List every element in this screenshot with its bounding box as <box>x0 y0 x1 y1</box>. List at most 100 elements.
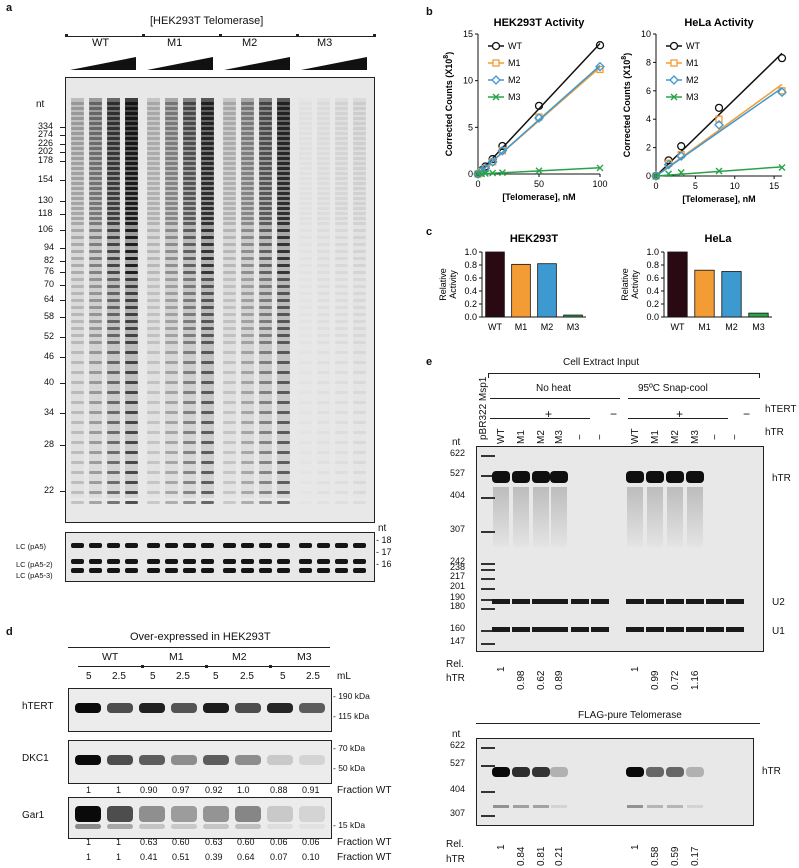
blot-band-minor <box>235 824 261 829</box>
gel-band <box>165 107 178 110</box>
fraction-value: 0.91 <box>302 785 320 795</box>
gel-band <box>317 401 330 404</box>
blot-band <box>171 703 197 713</box>
gel-band <box>241 361 254 364</box>
x-tick-label: 0 <box>653 181 658 191</box>
gel-band <box>165 212 178 215</box>
gel-band <box>201 361 214 364</box>
gel-band <box>183 217 196 220</box>
blot-band <box>267 755 293 765</box>
panel-e-top-bracket <box>488 373 760 374</box>
y-tick-label: 4 <box>646 114 651 124</box>
gel-lane <box>665 447 685 651</box>
gel-band <box>277 257 290 260</box>
gel-band <box>353 341 366 344</box>
gel-band <box>125 162 138 165</box>
gel-band <box>201 292 214 295</box>
gel-band <box>277 421 290 424</box>
gel-band <box>147 202 160 205</box>
lane-label: − <box>710 434 721 440</box>
gel-band <box>183 285 196 288</box>
gel-band <box>89 371 102 374</box>
hTR-band <box>550 767 568 777</box>
gel-band <box>107 264 120 267</box>
gel-band <box>201 306 214 309</box>
gel-band <box>147 501 160 504</box>
lc-band <box>165 559 178 564</box>
lc-band <box>89 559 102 564</box>
e-size-marker: 217 <box>450 571 466 581</box>
gel-band <box>71 471 84 474</box>
gel-band <box>71 264 84 267</box>
point-wt <box>498 141 507 151</box>
gel-band <box>317 127 330 130</box>
lc-band <box>89 543 102 548</box>
fraction-wt-label: Fraction WT <box>337 837 392 848</box>
gel-band <box>183 401 196 404</box>
gel-band <box>299 192 312 195</box>
gel-band <box>299 264 312 267</box>
gel-band <box>277 341 290 344</box>
gel-band <box>71 212 84 215</box>
gel-band <box>277 127 290 130</box>
gel-band <box>259 306 272 309</box>
gel-band <box>183 172 196 175</box>
gel-band <box>241 132 254 135</box>
gel-band <box>165 441 178 444</box>
gel-band <box>299 278 312 281</box>
gel-band <box>107 202 120 205</box>
gel-band <box>317 117 330 120</box>
lc-band <box>299 568 312 573</box>
gel-band <box>147 334 160 337</box>
lc-band <box>259 568 272 573</box>
gel-band <box>201 152 214 155</box>
gel-band <box>299 162 312 165</box>
gel-band <box>317 299 330 302</box>
gel-band <box>147 250 160 253</box>
gel-band <box>165 122 178 125</box>
point-m3 <box>665 170 673 178</box>
gel-band <box>165 351 178 354</box>
y-tick-label: 0.6 <box>464 273 477 283</box>
gel-band <box>201 471 214 474</box>
gel-band <box>125 207 138 210</box>
lc-band <box>317 543 330 548</box>
point-wt <box>714 103 724 112</box>
gel-band <box>223 391 236 394</box>
ladder-band <box>481 569 495 571</box>
gel-band <box>277 401 290 404</box>
size-marker-58: 58 <box>44 311 55 321</box>
gel-band <box>107 306 120 309</box>
gel-band <box>165 471 178 474</box>
e-size-marker: 242 <box>450 556 466 566</box>
gel-band <box>125 411 138 414</box>
gel-band <box>259 361 272 364</box>
y-tick-label: 0.8 <box>464 260 477 270</box>
gel-band <box>201 172 214 175</box>
gel-band <box>241 411 254 414</box>
gel-band <box>299 501 312 504</box>
gel-band <box>223 102 236 105</box>
gel-band <box>277 147 290 150</box>
y-tick-label: 10 <box>463 76 473 86</box>
gel-band <box>335 306 348 309</box>
lc-band <box>299 559 312 564</box>
blot-marker: - 15 kDa <box>333 820 366 830</box>
panel-d-letter: d <box>6 626 13 638</box>
point-wt <box>677 142 686 151</box>
gel-band <box>165 313 178 316</box>
gel-lane <box>298 78 313 522</box>
gel-band <box>241 313 254 316</box>
gel-band <box>299 197 312 200</box>
gel-band <box>335 147 348 150</box>
y-axis-label: Relative <box>438 268 448 301</box>
gel-band <box>259 177 272 180</box>
volume-label: 5 <box>86 671 92 682</box>
gel-band <box>317 102 330 105</box>
gel-band <box>125 202 138 205</box>
gel-band <box>241 391 254 394</box>
lc-band <box>317 568 330 573</box>
gel-smear <box>147 98 160 498</box>
gel-band <box>353 299 366 302</box>
gel-band <box>89 481 102 484</box>
